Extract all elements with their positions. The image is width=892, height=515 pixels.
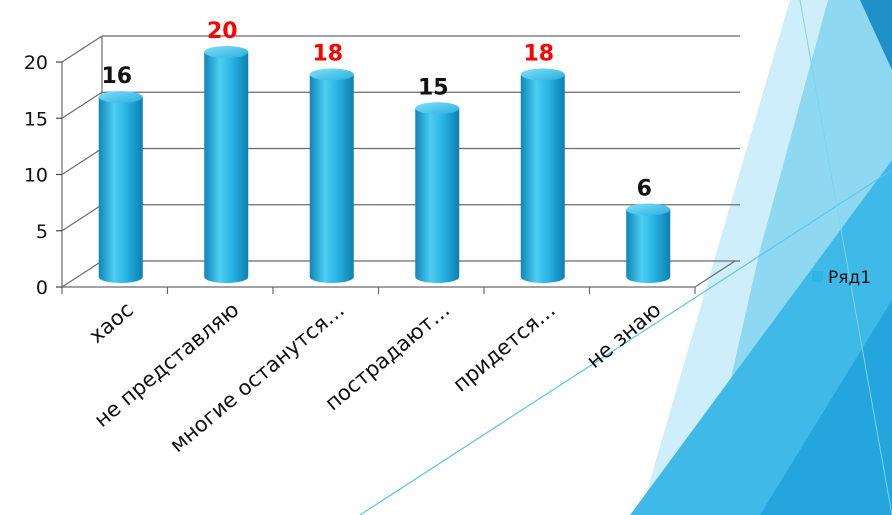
y-axis-ticks: 0 5 10 15 20: [24, 52, 62, 299]
data-label: 18: [312, 42, 343, 67]
category-label: многие останутся…: [165, 297, 349, 457]
bar-body: [521, 75, 565, 284]
bar: [204, 46, 248, 283]
y-tick-label: 20: [24, 52, 48, 74]
bar-body: [626, 210, 670, 284]
bar-cap: [310, 69, 354, 81]
bar-body: [415, 108, 459, 283]
category-label: не знаю: [582, 297, 665, 372]
bar-body: [99, 97, 143, 283]
bar-cap: [415, 102, 459, 114]
category-label: придется…: [448, 297, 560, 396]
grid-diagonal: [62, 149, 102, 175]
bar-cap: [204, 46, 248, 58]
grid-diagonal: [62, 205, 102, 231]
data-label: 6: [637, 177, 652, 202]
bar: [626, 204, 670, 284]
bars: [99, 46, 671, 283]
bar-cap: [521, 69, 565, 81]
bar: [521, 69, 565, 284]
data-label: 16: [101, 64, 132, 89]
bar: [415, 102, 459, 283]
data-labels: 16 20 18 15 18 6: [101, 19, 651, 202]
legend-label: Ряд1: [828, 268, 871, 288]
y-tick-label: 5: [36, 221, 48, 243]
bar-cap: [626, 204, 670, 216]
legend-swatch: [812, 271, 823, 282]
bar: [99, 91, 143, 283]
grid-diagonal: [62, 92, 102, 118]
data-label: 20: [207, 19, 238, 44]
y-tick-label: 15: [24, 108, 48, 130]
data-label: 18: [523, 42, 554, 67]
bar-body: [310, 75, 354, 284]
y-tick-label: 0: [36, 277, 48, 299]
grid-diagonal: [62, 261, 102, 287]
y-tick-label: 10: [24, 165, 48, 187]
grid-diagonal: [62, 36, 102, 62]
bar-cap: [99, 91, 143, 103]
category-label: хаос: [84, 297, 138, 347]
data-label: 15: [418, 75, 449, 100]
bar-body: [204, 52, 248, 283]
bar: [310, 69, 354, 284]
